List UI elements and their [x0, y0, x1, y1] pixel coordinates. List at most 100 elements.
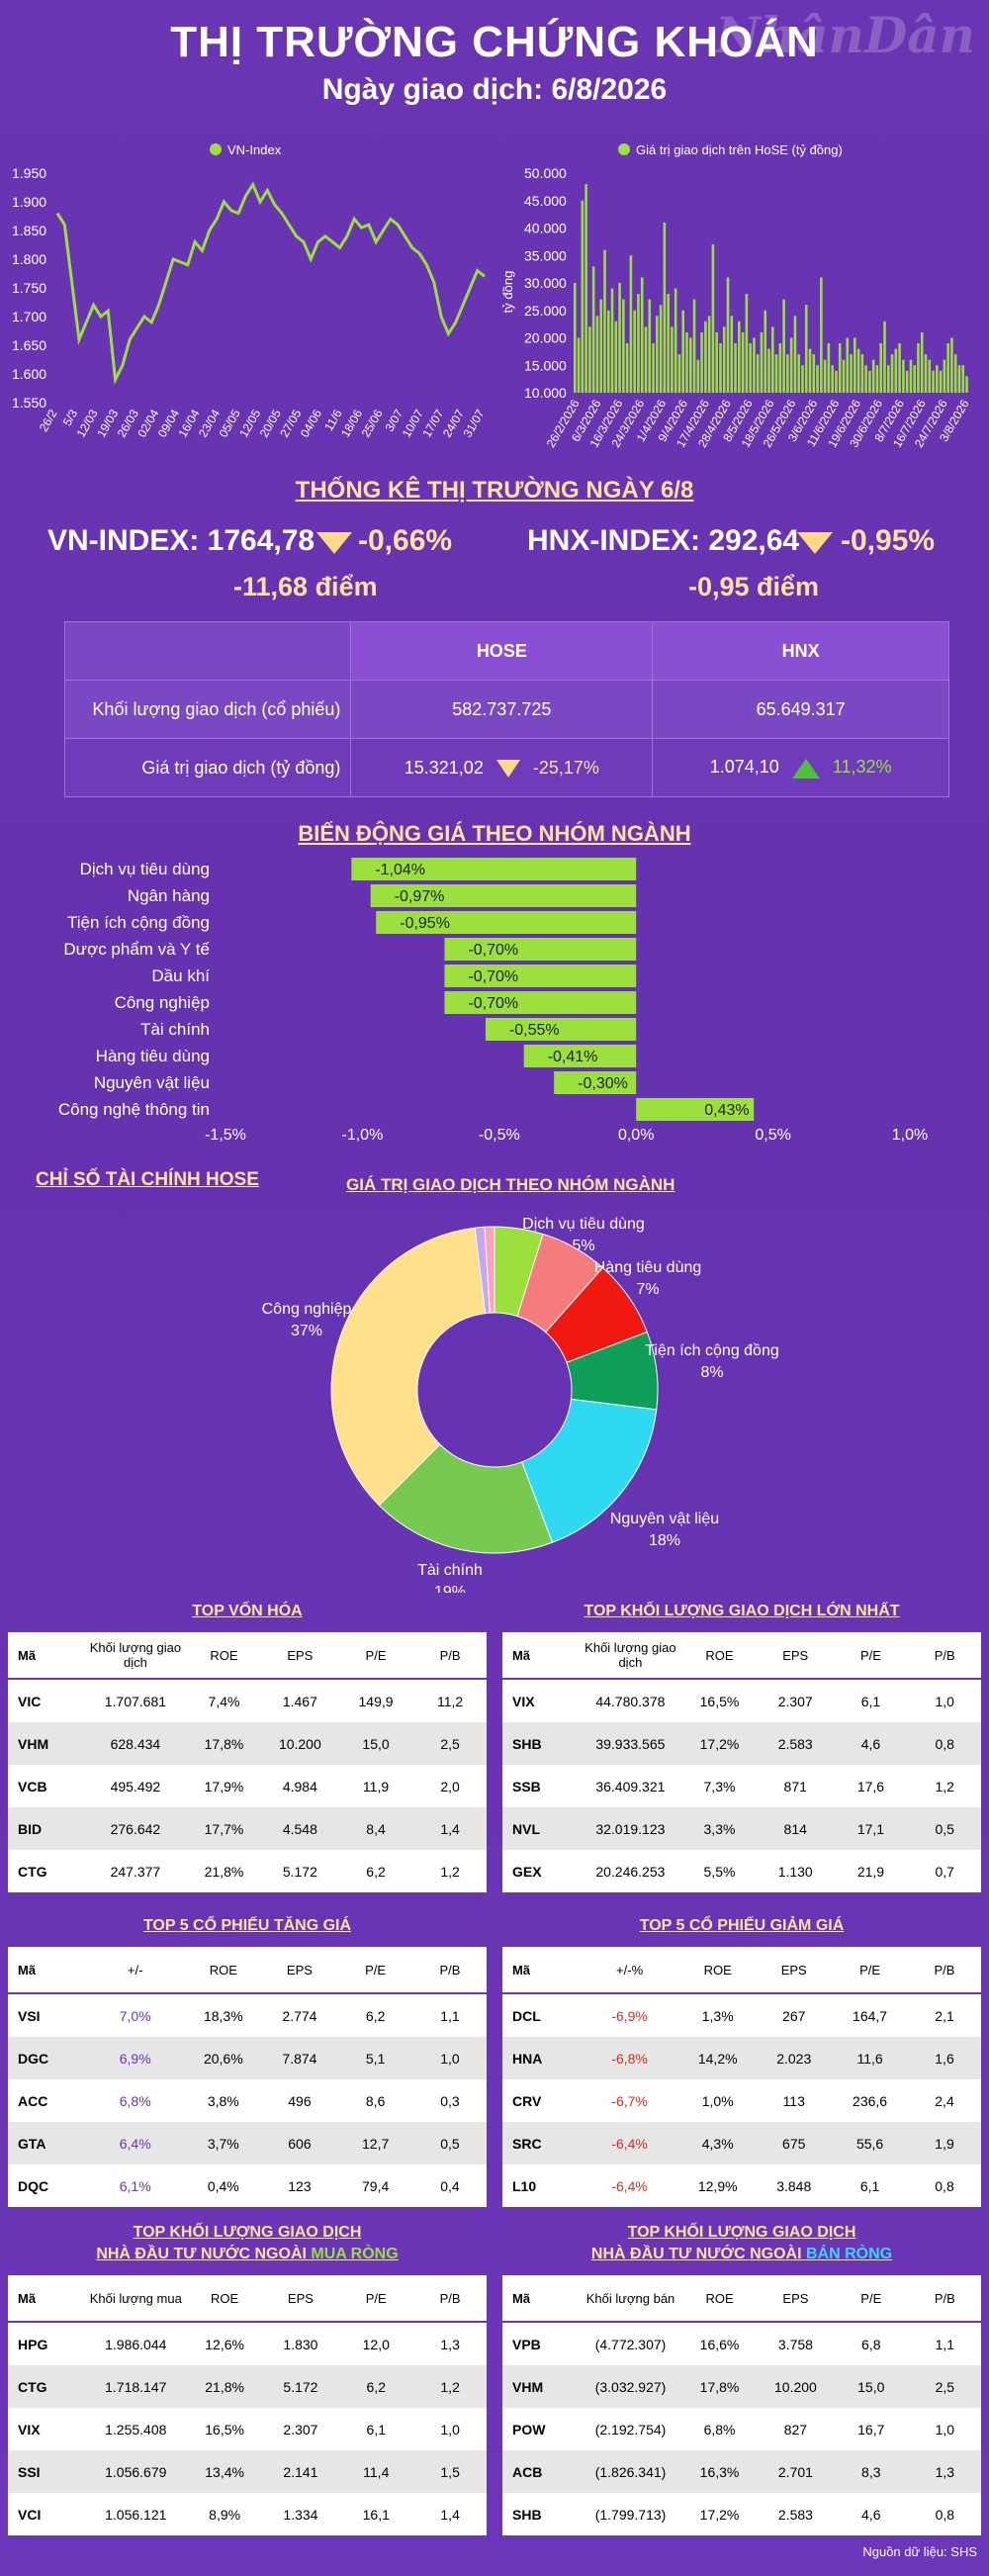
table-header: Mã	[502, 1632, 580, 1680]
table-header: P/E	[833, 1632, 909, 1680]
table-cell: DQC	[18, 2177, 49, 2194]
pie-slice-pct: 8%	[700, 1364, 723, 1381]
fin-index-title: CHỈ SỐ TÀI CHÍNH HOSE	[36, 1169, 259, 1190]
table-cell: 7,0%	[119, 2007, 151, 2024]
table-cell: SHB	[502, 1722, 580, 1765]
sector-value-label: 0,43%	[704, 1102, 749, 1119]
hose-bar	[905, 370, 909, 393]
table-cell: DCL	[512, 2007, 541, 2024]
t4-title: TOP 5 CỔ PHIẾU GIẢM GIÁ	[639, 1917, 845, 1934]
table-cell: 1.056.679	[84, 2450, 187, 2493]
table-cell: (1.826.341)	[579, 2450, 682, 2493]
t2-table: Mã Khối lượng giao dịch ROE EPS P/E P/B VIX 44.…	[502, 1632, 981, 1892]
table-cell: SRC	[502, 2122, 581, 2164]
table-cell: 6,2	[338, 2365, 414, 2408]
table-row: GTA 6,4% 3,7% 606 12,7 0,5	[8, 2122, 487, 2164]
hose-bar	[764, 310, 767, 393]
sector-label: Tài chính	[140, 1020, 210, 1039]
table-cell: 1.830	[283, 2336, 318, 2352]
pie-slice	[521, 1398, 658, 1543]
vn-down-arrow-icon	[316, 532, 352, 554]
table-cell: 12,9%	[697, 2177, 738, 2194]
table-row: SHB (1.799.713) 17,2% 2.583 4,6 0,8	[502, 2493, 981, 2535]
vn-xtick: 31/07	[460, 407, 487, 439]
table-cell: 149,9	[358, 1693, 394, 1709]
table-cell: 1,1	[935, 2336, 955, 2352]
table-cell: 20.246.253	[595, 1863, 666, 1880]
sector-value-label: -0,41%	[548, 1049, 598, 1065]
sector-bar	[485, 1018, 637, 1041]
hose-bar	[856, 348, 860, 393]
hose-bar	[786, 354, 789, 393]
table-cell: 0,8	[935, 2506, 955, 2523]
hose-bar	[659, 305, 663, 393]
hose-bar	[577, 337, 581, 393]
table-cell: 871	[783, 1778, 807, 1794]
table-cell: 17,7%	[186, 1807, 262, 1850]
newspaper-logo: NhânDân	[715, 6, 975, 64]
table-cell: 1,2	[440, 1863, 460, 1880]
table-cell: GTA	[8, 2122, 86, 2164]
vn-ytick: 1.600	[12, 366, 46, 382]
table-header: EPS	[261, 1632, 338, 1680]
table-cell: 0,3	[440, 2092, 460, 2109]
table-row: HPG 1.986.044 12,6% 1.830 12,0 1,3	[8, 2322, 487, 2365]
hose-bar	[644, 326, 648, 393]
sector-label: Tiện ích cộng đồng	[67, 913, 210, 932]
hose-bar	[595, 316, 599, 393]
hose-bar	[812, 354, 816, 393]
vn-xtick: 04/06	[298, 407, 324, 439]
table-cell: 13,4%	[186, 2450, 263, 2493]
hose-bar	[838, 343, 842, 393]
table-cell: 1,0	[935, 1693, 954, 1709]
table-cell: 1,6	[908, 2037, 981, 2079]
table-row: SRC -6,4% 4,3% 675 55,6 1,9	[502, 2122, 981, 2164]
hose-bar	[820, 277, 823, 393]
table-row: VCB 495.492 17,9% 4.984 11,9 2,0	[8, 1765, 487, 1807]
hose-bar	[789, 337, 793, 393]
table-cell: 4,3%	[679, 2122, 757, 2164]
table-cell: 16,1	[362, 2506, 390, 2523]
hose-bar	[778, 343, 782, 393]
hose-bar	[871, 359, 875, 393]
table-cell: 606	[261, 2122, 338, 2164]
vn-legend-label: VN-Index	[227, 142, 282, 157]
table-cell: 17,9%	[204, 1778, 244, 1794]
table-row: VSI 7,0% 18,3% 2.774 6,2 1,1	[8, 1993, 487, 2037]
table-cell: 11,2	[436, 1693, 464, 1709]
table-cell: 1.467	[282, 1693, 317, 1709]
table-row: CTG 247.377 21,8% 5.172 6,2 1,2	[8, 1850, 487, 1892]
hose-bar	[688, 337, 692, 393]
table-header: P/E	[833, 2275, 909, 2323]
table-cell: 1,4	[440, 2506, 460, 2523]
hose-bar	[633, 310, 636, 393]
source-note: Nguồn dữ liệu: SHS	[862, 2544, 977, 2559]
table-cell: 827	[783, 2421, 808, 2438]
hnx-value-change: 11,32%	[832, 757, 892, 778]
table-cell: 16,5%	[205, 2421, 244, 2438]
table-cell: 4.548	[261, 1807, 338, 1850]
hose-ytick: 15.000	[524, 357, 567, 373]
table-cell: 32.019.123	[579, 1807, 682, 1850]
table-header: ROE	[681, 2275, 758, 2323]
hose-bar	[864, 365, 867, 393]
table-cell: 1,0	[440, 2421, 460, 2438]
t3-table: Mã +/- ROE EPS P/E P/B VSI 7,0% 18,3% 2.774 6,2 1,1…	[8, 1947, 487, 2207]
hose-bar	[957, 365, 961, 393]
sector-value-label: -0,70%	[468, 968, 518, 985]
pie-slice-pct: 18%	[649, 1532, 680, 1549]
hnx-value-cell: 1.074,10 11,32%	[652, 738, 949, 797]
table-cell: 236,6	[853, 2092, 888, 2109]
hose-bar	[917, 343, 920, 393]
pie-slice-name: Dịch vụ tiêu dùng	[522, 1216, 645, 1233]
sector-label: Dược phẩm và Y tế	[63, 940, 210, 959]
table-row: CTG 1.718.147 21,8% 5.172 6,2 1,2	[8, 2365, 487, 2408]
table-cell: 5,1	[337, 2037, 413, 2079]
table-header: ROE	[679, 1947, 757, 1994]
hose-bar	[696, 359, 700, 393]
table-row: VHM (3.032.927) 17,8% 10.200 15,0 2,5	[502, 2365, 981, 2408]
table-cell: CRV	[512, 2092, 542, 2109]
vn-ytick: 1.900	[12, 194, 46, 210]
table-cell: 1,4	[413, 1807, 487, 1850]
hose-value-cell: 15.321,02 -25,17%	[350, 738, 654, 797]
